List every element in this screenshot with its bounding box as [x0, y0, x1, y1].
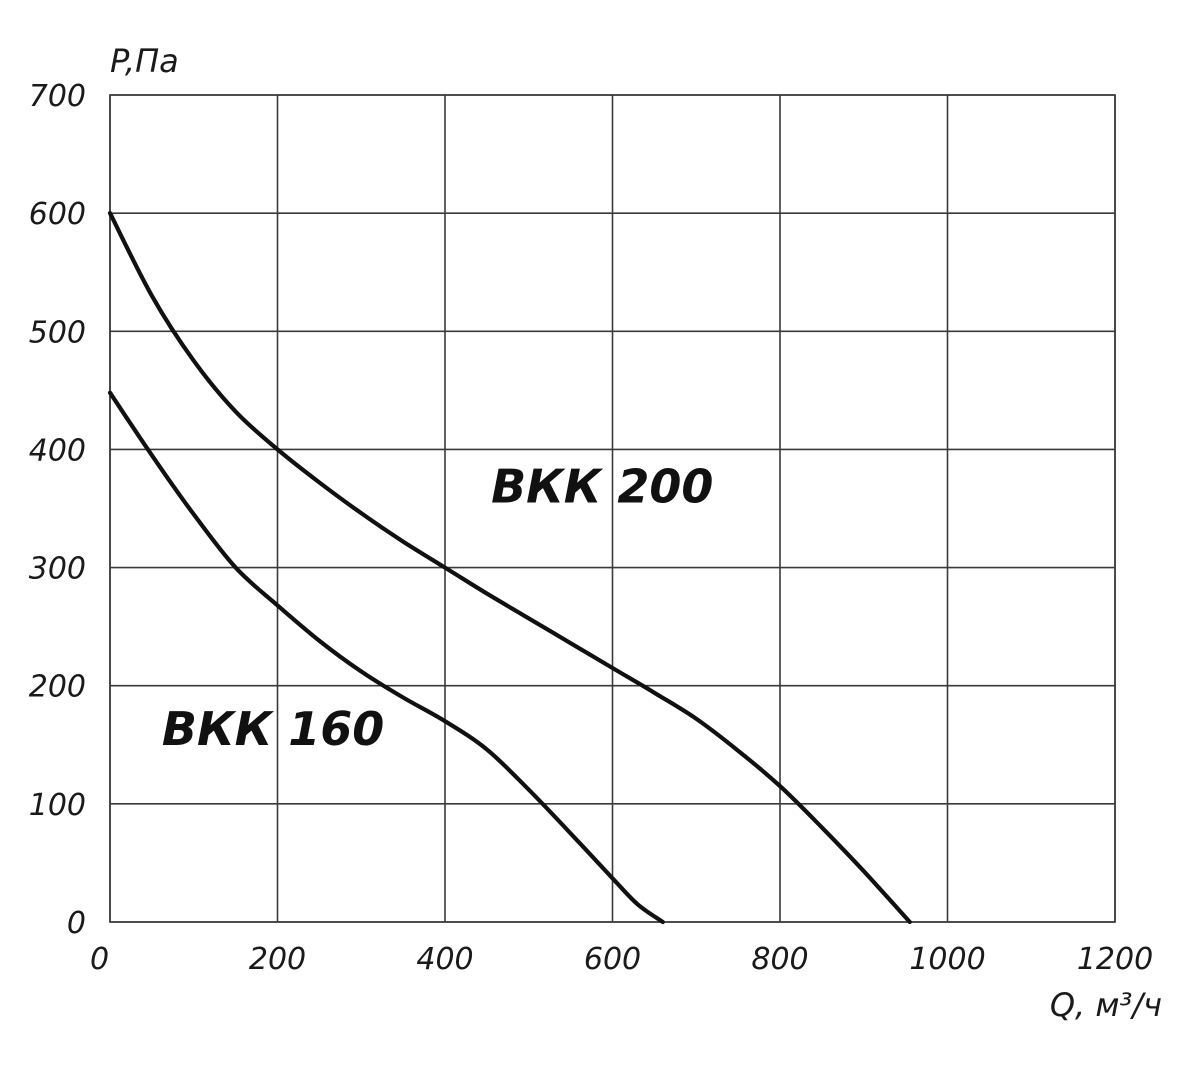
y-tick-label: 400: [29, 433, 86, 468]
x-tick-label: 400: [416, 942, 473, 977]
x-tick-label: 200: [249, 942, 306, 977]
x-tick-label: 800: [751, 942, 808, 977]
y-tick-labels: 0 100 200 300 400 500 600 700: [29, 79, 86, 941]
x-tick-label: 1000: [909, 942, 985, 977]
series-line-vkk-160: [107, 390, 665, 925]
x-tick-label: 1200: [1077, 942, 1153, 977]
x-tick-label: 0: [90, 942, 109, 977]
plot-frame: [109, 94, 1116, 923]
y-tick-label: 200: [29, 670, 86, 705]
y-tick-label: 600: [29, 197, 86, 232]
y-axis-label: P,Па: [110, 42, 179, 80]
series-annotation: ВКК 160: [162, 702, 384, 756]
y-tick-label: 300: [29, 552, 86, 587]
x-axis-label: Q, м³/ч: [1050, 986, 1162, 1024]
x-tick-labels: 0 200 400 600 800 1000 1200: [90, 942, 1153, 977]
x-tick-label: 600: [584, 942, 641, 977]
series-line-vkk-200: [107, 211, 912, 925]
series-annotations: ВКК 200 ВКК 160: [162, 460, 713, 756]
series-lines: [107, 211, 912, 925]
y-tick-label: 700: [29, 79, 86, 114]
y-tick-label: 100: [29, 788, 86, 823]
y-tick-label: 500: [29, 315, 86, 350]
y-tick-label: 0: [67, 906, 86, 941]
series-annotation: ВКК 200: [491, 460, 713, 514]
